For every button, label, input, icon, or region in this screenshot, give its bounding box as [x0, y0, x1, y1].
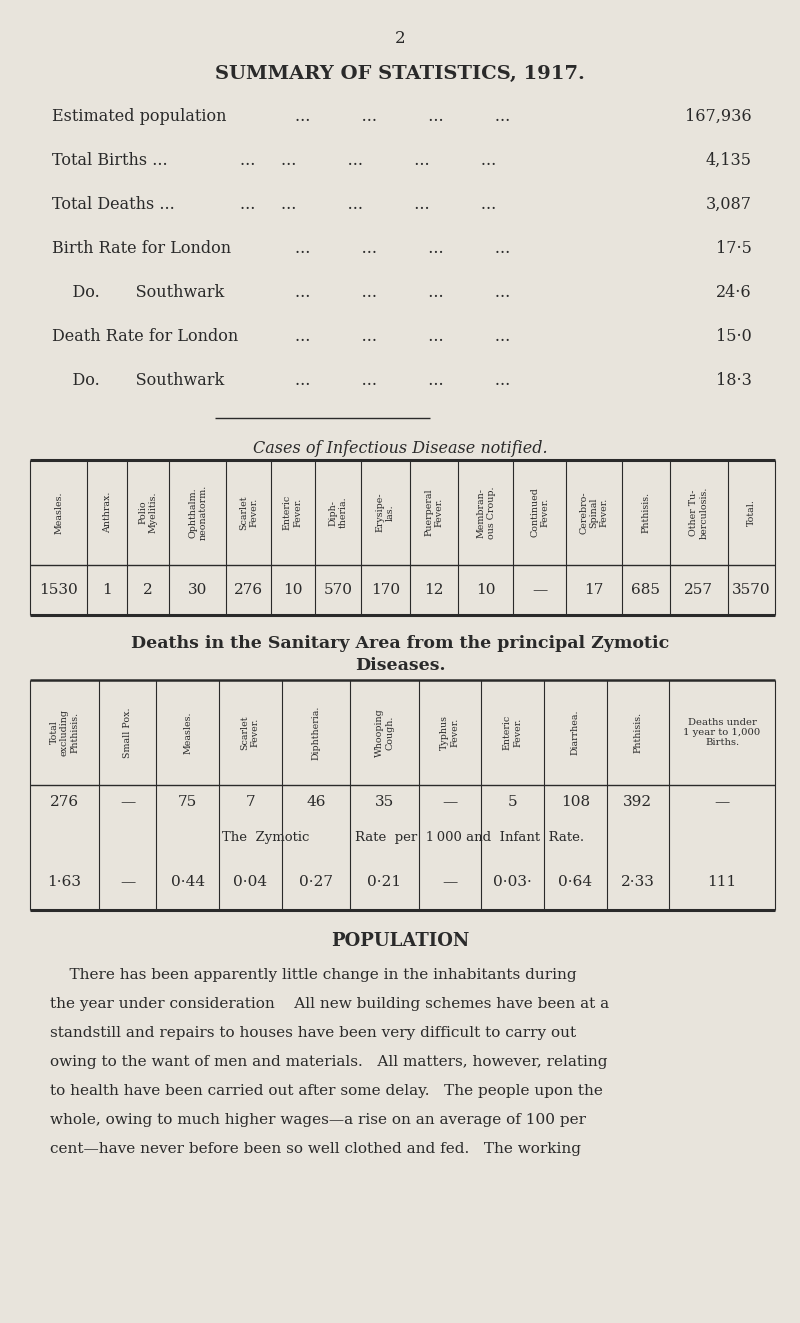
Text: Total Births ...: Total Births ... — [52, 152, 168, 169]
Text: to health have been carried out after some delay.   The people upon the: to health have been carried out after so… — [50, 1084, 603, 1098]
Text: The  Zymotic: The Zymotic — [222, 831, 310, 844]
Text: 12: 12 — [424, 583, 444, 597]
Text: 2: 2 — [143, 583, 153, 597]
Text: Enteric
Fever.: Enteric Fever. — [283, 495, 302, 531]
Text: Diphtheria.: Diphtheria. — [311, 705, 320, 759]
Text: Measles.: Measles. — [183, 712, 192, 754]
Text: —: — — [120, 795, 135, 810]
Text: 1530: 1530 — [39, 583, 78, 597]
Text: Do.       Southwark: Do. Southwark — [52, 284, 224, 302]
Text: Continued
Fever.: Continued Fever. — [530, 488, 550, 537]
Text: 15·0: 15·0 — [716, 328, 752, 345]
Text: 46: 46 — [306, 795, 326, 810]
Text: 257: 257 — [684, 583, 714, 597]
Text: ...          ...          ...          ...: ... ... ... ... — [295, 108, 510, 124]
Text: Other Tu-
berculosis.: Other Tu- berculosis. — [689, 487, 709, 538]
Text: Cases of Infectious Disease notified.: Cases of Infectious Disease notified. — [253, 441, 547, 456]
Text: Total Deaths ...: Total Deaths ... — [52, 196, 174, 213]
Text: Birth Rate for London: Birth Rate for London — [52, 239, 231, 257]
Text: Total
excluding
Phthisis.: Total excluding Phthisis. — [50, 709, 79, 755]
Text: Scarlet
Fever.: Scarlet Fever. — [239, 495, 258, 529]
Text: 5: 5 — [508, 795, 518, 810]
Text: 35: 35 — [375, 795, 394, 810]
Text: 0·03·: 0·03· — [493, 875, 532, 889]
Text: SUMMARY OF STATISTICS, 1917.: SUMMARY OF STATISTICS, 1917. — [215, 65, 585, 83]
Text: ...     ...          ...          ...          ...: ... ... ... ... ... — [240, 152, 496, 169]
Text: 276: 276 — [50, 795, 79, 810]
Text: ...          ...          ...          ...: ... ... ... ... — [295, 284, 510, 302]
Text: There has been apparently little change in the inhabitants during: There has been apparently little change … — [50, 968, 577, 982]
Text: ...          ...          ...          ...: ... ... ... ... — [295, 372, 510, 389]
Text: Deaths in the Sanitary Area from the principal Zymotic: Deaths in the Sanitary Area from the pri… — [131, 635, 669, 652]
Text: —: — — [442, 875, 458, 889]
Text: Total.: Total. — [746, 499, 756, 527]
Text: 170: 170 — [371, 583, 400, 597]
Text: Phthisis.: Phthisis. — [642, 492, 650, 533]
Text: 3,087: 3,087 — [706, 196, 752, 213]
Text: Death Rate for London: Death Rate for London — [52, 328, 238, 345]
Text: Polio
Myelitis.: Polio Myelitis. — [138, 492, 158, 533]
Text: standstill and repairs to houses have been very difficult to carry out: standstill and repairs to houses have be… — [50, 1027, 576, 1040]
Text: Enteric
Fever.: Enteric Fever. — [503, 714, 522, 750]
Text: 0·44: 0·44 — [170, 875, 205, 889]
Text: 2·33: 2·33 — [621, 875, 654, 889]
Text: 167,936: 167,936 — [686, 108, 752, 124]
Text: 0·04: 0·04 — [233, 875, 267, 889]
Text: 7: 7 — [246, 795, 255, 810]
Text: 392: 392 — [623, 795, 652, 810]
Text: 18·3: 18·3 — [716, 372, 752, 389]
Text: Do.       Southwark: Do. Southwark — [52, 372, 224, 389]
Text: Deaths under
1 year to 1,000
Births.: Deaths under 1 year to 1,000 Births. — [683, 717, 761, 747]
Text: Puerperal
Fever.: Puerperal Fever. — [424, 488, 444, 536]
Text: 685: 685 — [631, 583, 660, 597]
Text: Scarlet
Fever.: Scarlet Fever. — [241, 716, 260, 750]
Text: 24·6: 24·6 — [716, 284, 752, 302]
Text: ...          ...          ...          ...: ... ... ... ... — [295, 328, 510, 345]
Text: Rate  per  1 000 and  Infant  Rate.: Rate per 1 000 and Infant Rate. — [355, 831, 584, 844]
Text: 3570: 3570 — [732, 583, 770, 597]
Text: 570: 570 — [323, 583, 353, 597]
Text: Measles.: Measles. — [54, 491, 63, 533]
Text: Estimated population: Estimated population — [52, 108, 226, 124]
Text: ...          ...          ...          ...: ... ... ... ... — [295, 239, 510, 257]
Text: 10: 10 — [283, 583, 302, 597]
Text: 17·5: 17·5 — [716, 239, 752, 257]
Text: 111: 111 — [707, 875, 737, 889]
Text: Whooping
Cough.: Whooping Cough. — [374, 708, 394, 757]
Text: 0·64: 0·64 — [558, 875, 592, 889]
Text: 30: 30 — [188, 583, 207, 597]
Text: Typhus
Fever.: Typhus Fever. — [440, 714, 460, 750]
Text: 4,135: 4,135 — [706, 152, 752, 169]
Text: 2: 2 — [394, 30, 406, 48]
Text: 10: 10 — [476, 583, 495, 597]
Text: cent—have never before been so well clothed and fed.   The working: cent—have never before been so well clot… — [50, 1142, 581, 1156]
Text: Phthisis.: Phthisis. — [634, 712, 642, 753]
Text: whole, owing to much higher wages—a rise on an average of 100 per: whole, owing to much higher wages—a rise… — [50, 1113, 586, 1127]
Text: 276: 276 — [234, 583, 263, 597]
Text: —: — — [120, 875, 135, 889]
Text: Anthrax.: Anthrax. — [102, 492, 112, 533]
Text: 17: 17 — [584, 583, 604, 597]
Text: Diarrhea.: Diarrhea. — [570, 709, 580, 755]
Text: Small Pox.: Small Pox. — [123, 708, 132, 758]
Text: Diph-
theria.: Diph- theria. — [328, 496, 348, 528]
Text: POPULATION: POPULATION — [331, 931, 469, 950]
Text: 75: 75 — [178, 795, 198, 810]
Text: 0·21: 0·21 — [367, 875, 402, 889]
Text: 108: 108 — [561, 795, 590, 810]
Text: 1: 1 — [102, 583, 112, 597]
Text: Ophthalm.
neonatorm.: Ophthalm. neonatorm. — [188, 484, 207, 540]
Text: the year under consideration    All new building schemes have been at a: the year under consideration All new bui… — [50, 998, 609, 1011]
Text: 0·27: 0·27 — [299, 875, 333, 889]
Text: —: — — [442, 795, 458, 810]
Text: Diseases.: Diseases. — [354, 658, 446, 673]
Text: owing to the want of men and materials.   All matters, however, relating: owing to the want of men and materials. … — [50, 1054, 607, 1069]
Text: ...     ...          ...          ...          ...: ... ... ... ... ... — [240, 196, 496, 213]
Text: Cerebro-
Spinal
Fever.: Cerebro- Spinal Fever. — [579, 491, 609, 533]
Text: Membran-
ous Croup.: Membran- ous Croup. — [476, 487, 495, 538]
Text: Erysipe-
las.: Erysipe- las. — [376, 492, 395, 532]
Text: —: — — [714, 795, 730, 810]
Text: —: — — [532, 583, 547, 597]
Text: 1·63: 1·63 — [47, 875, 82, 889]
